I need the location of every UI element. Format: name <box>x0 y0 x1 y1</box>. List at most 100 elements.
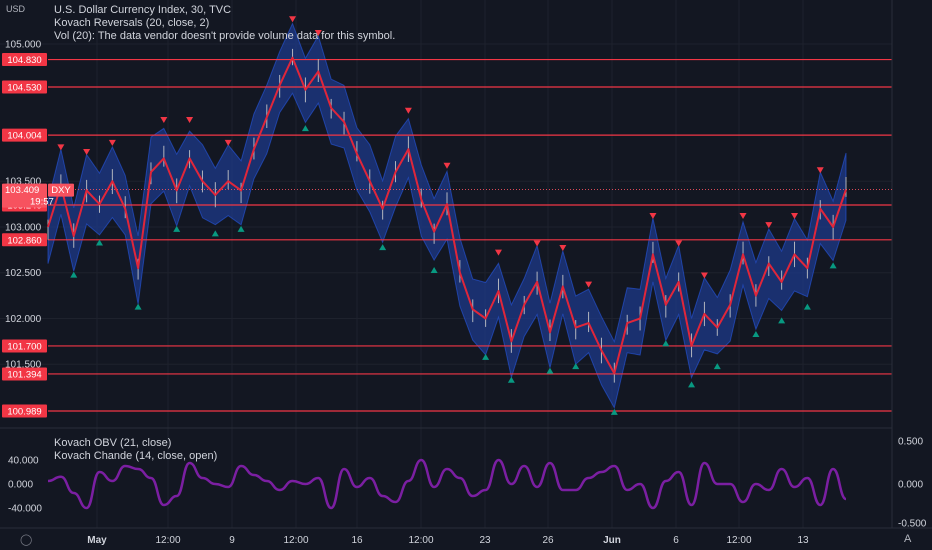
price-tick-label: 102.000 <box>5 314 42 325</box>
reversal-up-marker <box>546 367 554 374</box>
time-tick-label: 16 <box>351 535 363 546</box>
price-tick-label: 103.500 <box>5 177 42 188</box>
time-tick-label: 9 <box>229 535 235 546</box>
level-label: 104.530 <box>7 83 41 94</box>
oscillator-right-tick: 0.500 <box>898 437 923 448</box>
reversal-down-marker <box>649 213 657 220</box>
last-price-countdown: 19:57 <box>30 197 54 208</box>
last-price-value: 103.409 <box>5 185 39 196</box>
time-tick-label: 12:00 <box>155 535 180 546</box>
time-tick-label: May <box>87 535 107 546</box>
reversal-up-marker <box>211 230 219 237</box>
reversal-up-marker <box>572 363 580 370</box>
price-axis[interactable]: 105.000 103.500 103.000 102.500 102.000 101.5… <box>5 40 42 371</box>
indicator-volume-legend[interactable]: Vol (20): The data vendor doesn't provid… <box>54 30 396 42</box>
reversal-up-marker <box>134 303 142 310</box>
time-tick-label: 12:00 <box>408 535 433 546</box>
symbol-tag-box <box>48 183 74 197</box>
tradingview-logo-icon[interactable]: ◯ <box>20 534 33 546</box>
reversal-up-marker <box>237 225 245 232</box>
price-tick-label: 105.000 <box>5 40 42 51</box>
time-axis[interactable]: May 12:00 9 12:00 16 12:00 23 26 Jun 6 12:00 13 <box>87 535 809 546</box>
reversal-down-marker <box>83 148 91 155</box>
oscillator-left-tick: 40.000 <box>8 456 39 467</box>
indicator-obv-legend[interactable]: Kovach OBV (21, close) <box>54 437 172 449</box>
reversal-down-marker <box>314 30 322 37</box>
time-tick-label: 23 <box>479 535 491 546</box>
reversal-down-marker <box>289 16 297 23</box>
price-line <box>47 56 847 375</box>
last-price-box <box>2 183 47 208</box>
level-label: 101.394 <box>7 369 41 380</box>
level-label-box <box>2 233 47 247</box>
price-tick-label: 102.500 <box>5 268 42 279</box>
price-series <box>47 48 847 383</box>
level-label-box <box>2 367 47 381</box>
reversal-down-marker <box>791 213 799 220</box>
indicator-reversals-legend[interactable]: Kovach Reversals (20, close, 2) <box>54 17 210 29</box>
reversal-up-marker <box>803 303 811 310</box>
reversal-down-marker <box>57 144 65 151</box>
reversal-down-marker <box>700 272 708 279</box>
reversal-down-marker <box>559 245 567 252</box>
time-tick-label: 12:00 <box>283 535 308 546</box>
reversal-markers <box>57 16 837 415</box>
level-label: 104.004 <box>7 131 41 142</box>
reversal-down-marker <box>404 107 412 114</box>
time-tick-label: 26 <box>542 535 554 546</box>
support-resistance-levels <box>48 58 892 412</box>
reversal-up-marker <box>610 408 618 415</box>
level-label-box <box>2 80 47 94</box>
level-label-box <box>2 53 47 67</box>
reversal-down-marker <box>533 240 541 247</box>
reversal-down-marker <box>765 222 773 229</box>
level-label: 100.989 <box>7 407 41 418</box>
time-tick-label: Jun <box>603 535 621 546</box>
time-tick-label: 6 <box>673 535 679 546</box>
oscillator-right-tick: -0.500 <box>898 519 927 530</box>
level-label-box <box>2 339 47 353</box>
oscillator-line <box>47 458 847 510</box>
reversal-up-marker <box>507 376 515 383</box>
oscillator-left-tick: -40.000 <box>8 504 42 515</box>
reversal-down-marker <box>160 116 168 123</box>
reversal-down-marker <box>224 139 232 146</box>
reversal-up-marker <box>379 244 387 251</box>
indicator-chande-legend[interactable]: Kovach Chande (14, close, open) <box>54 450 218 462</box>
reversal-up-marker <box>752 331 760 338</box>
reversal-up-marker <box>430 267 438 274</box>
reversal-up-marker <box>829 262 837 269</box>
symbol-tag: DXY <box>51 185 71 196</box>
level-label: 101.700 <box>7 341 41 352</box>
level-label: 104.830 <box>7 55 41 66</box>
reversal-down-marker <box>186 116 194 123</box>
reversal-down-marker <box>739 213 747 220</box>
time-tick-label: 12:00 <box>726 535 751 546</box>
reversal-up-marker <box>482 353 490 360</box>
oscillator-left-tick: 0.000 <box>8 480 33 491</box>
level-label: 102.860 <box>7 235 41 246</box>
time-tick-label: 13 <box>797 535 809 546</box>
symbol-title[interactable]: U.S. Dollar Currency Index, 30, TVC <box>54 4 232 16</box>
reversal-down-marker <box>816 167 824 174</box>
oscillator-series <box>47 458 847 510</box>
auto-scale-button[interactable]: A <box>904 533 912 545</box>
oscillator-right-tick: 0.000 <box>898 480 923 491</box>
reversal-down-marker <box>108 139 116 146</box>
price-tick-label: 103.000 <box>5 222 42 233</box>
reversal-down-marker <box>443 162 451 169</box>
reversal-down-marker <box>494 249 502 256</box>
level-label-box <box>2 404 47 418</box>
level-label-box <box>2 128 47 142</box>
reversal-up-marker <box>301 125 309 132</box>
oscillator-axis: 40.000 0.000 -40.000 0.500 0.000 -0.500 <box>8 437 927 530</box>
reversal-up-marker <box>778 317 786 324</box>
reversal-down-marker <box>675 240 683 247</box>
reversal-down-marker <box>585 281 593 288</box>
reversal-up-marker <box>662 340 670 347</box>
reversal-up-marker <box>95 239 103 246</box>
reversal-up-marker <box>70 271 78 278</box>
reversal-up-marker <box>713 363 721 370</box>
currency-label: USD <box>6 4 26 14</box>
